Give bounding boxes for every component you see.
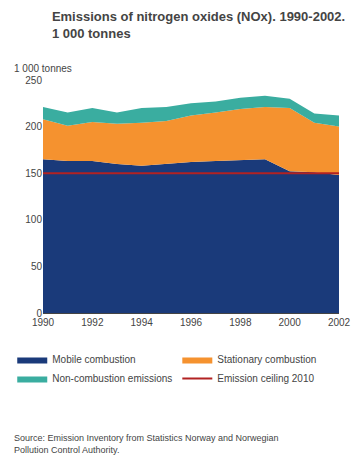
svg-text:1992: 1992 [81,317,104,328]
svg-text:1998: 1998 [229,317,252,328]
svg-text:150: 150 [25,168,42,179]
svg-text:Emissions of nitrogen oxides (: Emissions of nitrogen oxides (NOx). 1990… [52,9,345,41]
svg-text:1990: 1990 [32,317,55,328]
svg-text:1996: 1996 [180,317,203,328]
svg-text:Mobile combustion: Mobile combustion [52,354,135,365]
svg-text:1994: 1994 [131,317,154,328]
svg-text:0: 0 [36,308,42,319]
svg-text:100: 100 [25,214,42,225]
svg-text:Emission ceiling 2010: Emission ceiling 2010 [217,373,314,384]
svg-text:50: 50 [31,261,43,272]
svg-text:1 000 tonnes: 1 000 tonnes [14,63,72,74]
svg-text:250: 250 [25,75,42,86]
svg-text:200: 200 [25,121,42,132]
svg-text:Source: Emission Inventory fro: Source: Emission Inventory from Statisti… [14,433,279,455]
svg-text:2002: 2002 [328,317,351,328]
svg-text:Non-combustion emissions: Non-combustion emissions [52,373,172,384]
svg-text:Stationary combustion: Stationary combustion [217,354,316,365]
svg-text:2000: 2000 [279,317,302,328]
